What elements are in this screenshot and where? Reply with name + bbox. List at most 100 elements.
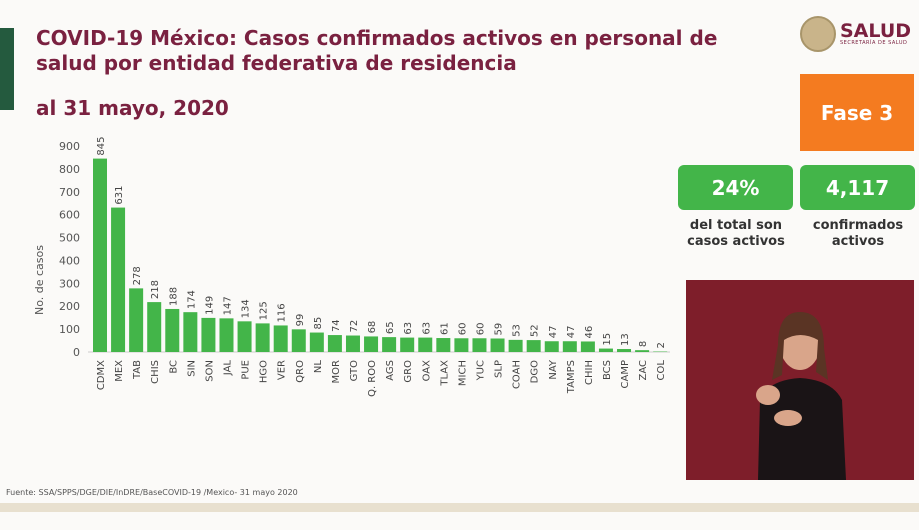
x-tick-label: MEX (114, 360, 125, 382)
sign-language-video (686, 280, 914, 480)
x-tick-label: QRO (295, 360, 306, 383)
salud-logo: SALUD SECRETARÍA DE SALUD (800, 16, 911, 52)
x-tick-label: AGS (385, 360, 396, 381)
data-label: 149 (204, 296, 215, 315)
bar-qro (292, 329, 306, 352)
bar-mor (328, 335, 342, 352)
bar-yuc (472, 338, 486, 352)
data-label: 68 (367, 321, 378, 334)
accent-strip (0, 28, 14, 110)
bar-chih (581, 341, 595, 352)
y-tick-label: 800 (59, 163, 80, 176)
data-label: 46 (584, 326, 595, 339)
bar-chis (147, 302, 161, 352)
logo-subtext: SECRETARÍA DE SALUD (840, 40, 911, 46)
footer-band (0, 503, 919, 512)
bar-ags (382, 337, 396, 352)
y-axis-label: No. de casos (33, 245, 46, 315)
x-tick-label: COL (656, 360, 667, 381)
x-tick-label: SON (204, 360, 215, 382)
kpi-count: 4,117 (800, 165, 915, 210)
bar-oax (418, 338, 432, 352)
x-tick-label: BCS (602, 360, 613, 380)
data-label: 99 (295, 314, 306, 327)
x-tick-label: CDMX (96, 360, 107, 390)
data-label: 15 (602, 333, 613, 346)
x-tick-label: TAB (132, 360, 143, 380)
bar-coah (509, 340, 523, 352)
bar-nay (545, 341, 559, 352)
kpi-percent: 24% (678, 165, 793, 210)
data-label: 72 (349, 320, 360, 333)
x-tick-label: TAMPS (566, 360, 577, 394)
y-tick-label: 400 (59, 254, 80, 267)
data-label: 845 (96, 136, 107, 155)
y-tick-label: 100 (59, 323, 80, 336)
data-label: 631 (114, 185, 125, 204)
bar-pue (238, 321, 252, 352)
x-tick-label: DGO (530, 360, 541, 383)
data-label: 174 (186, 290, 197, 309)
phase-badge: Fase 3 (800, 74, 914, 151)
kpi-percent-label: del total son casos activos (676, 218, 796, 250)
bar-bc (165, 309, 179, 352)
bar-nl (310, 333, 324, 352)
bar-zac (635, 350, 649, 352)
seal-icon (800, 16, 836, 52)
data-label: 53 (512, 324, 523, 337)
data-label: 2 (656, 342, 667, 348)
x-tick-label: OAX (421, 360, 432, 382)
x-tick-label: TLAX (439, 360, 450, 387)
x-tick-label: PUE (241, 360, 252, 380)
page-title: COVID-19 México: Casos confirmados activ… (36, 26, 756, 76)
data-label: 116 (277, 303, 288, 322)
x-tick-label: MICH (457, 360, 468, 386)
data-label: 85 (313, 317, 324, 330)
source-note: Fuente: SSA/SPPS/DGE/DIE/InDRE/BaseCOVID… (6, 488, 298, 497)
bar-tamps (563, 341, 577, 352)
data-label: 63 (403, 322, 414, 335)
data-label: 47 (566, 326, 577, 339)
bar-gto (346, 336, 360, 352)
x-tick-label: CAMP (620, 360, 631, 388)
bar-dgo (527, 340, 541, 352)
x-tick-label: COAH (512, 360, 523, 389)
y-tick-label: 600 (59, 209, 80, 222)
y-tick-label: 900 (59, 140, 80, 153)
x-tick-label: NL (313, 360, 324, 373)
y-tick-label: 500 (59, 232, 80, 245)
bar-tab (129, 288, 143, 352)
logo-text: SALUD (840, 22, 911, 40)
y-tick-label: 700 (59, 186, 80, 199)
x-tick-label: JAL (222, 360, 233, 377)
data-label: 63 (421, 322, 432, 335)
y-tick-label: 200 (59, 300, 80, 313)
data-label: 60 (475, 323, 486, 336)
x-tick-label: CHIH (584, 360, 595, 385)
bar-hgo (256, 323, 270, 352)
data-label: 125 (259, 301, 270, 320)
data-label: 134 (241, 299, 252, 318)
y-tick-label: 0 (73, 346, 80, 359)
bar-camp (617, 349, 631, 352)
bar-ver (274, 325, 288, 352)
data-label: 8 (638, 341, 649, 347)
bar-cdmx (93, 159, 107, 352)
data-label: 61 (439, 322, 450, 335)
bar-jal (219, 318, 233, 352)
data-label: 278 (132, 266, 143, 285)
bar-gro (400, 338, 414, 352)
data-label: 13 (620, 333, 631, 346)
bar-qroo (364, 336, 378, 352)
bar-tlax (436, 338, 450, 352)
x-tick-label: GTO (349, 360, 360, 382)
bar-chart: No. de casos 010020030040050060070080090… (0, 130, 680, 530)
kpi-count-label: confirmados activos (798, 218, 918, 250)
x-tick-label: HGO (259, 360, 270, 383)
bar-bcs (599, 349, 613, 352)
x-tick-label: SLP (494, 360, 505, 378)
x-tick-label: CHIS (150, 360, 161, 384)
date-subtitle: al 31 mayo, 2020 (36, 96, 229, 120)
bar-son (201, 318, 215, 352)
x-tick-label: Q. ROO (367, 360, 378, 397)
